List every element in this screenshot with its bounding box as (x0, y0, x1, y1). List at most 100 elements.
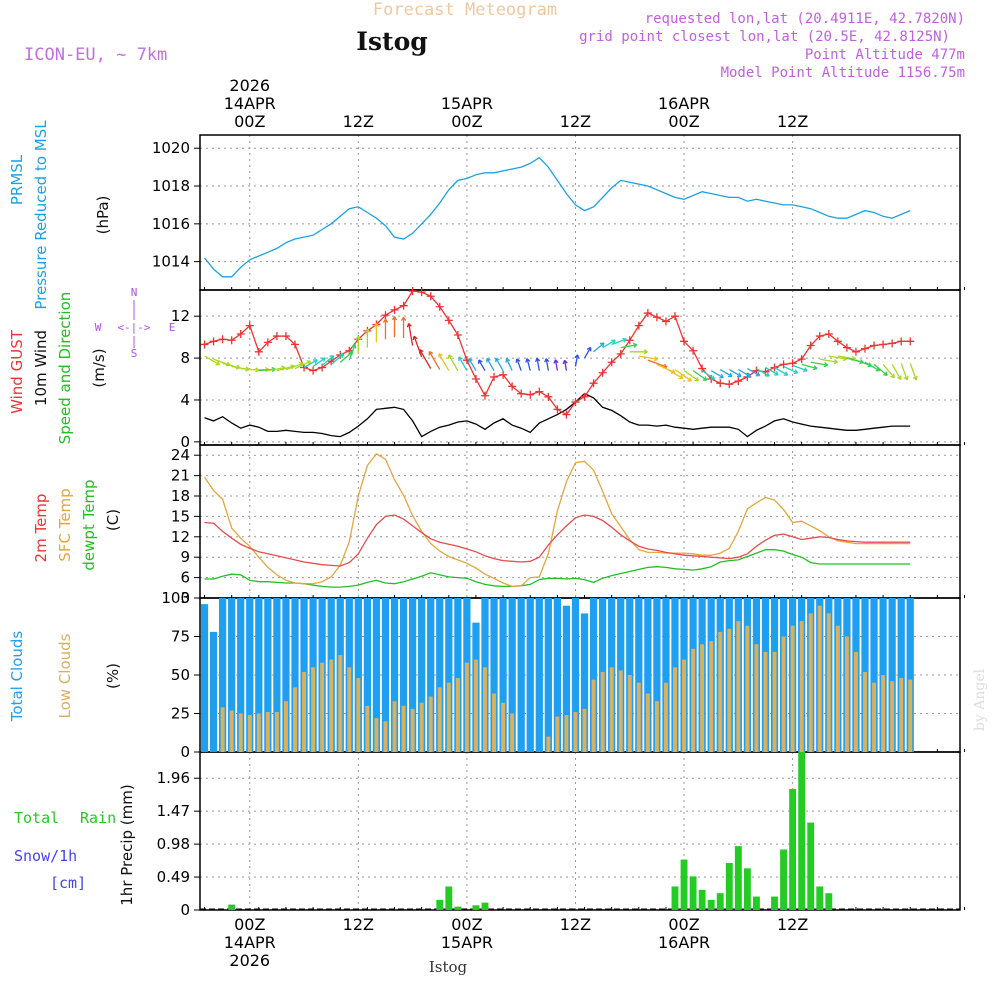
total-cloud-bar (237, 598, 245, 752)
grid-point-coords: grid point closest lon,lat (20.5E, 42.81… (579, 29, 950, 45)
rain-bar (445, 886, 453, 910)
rain-bar (816, 886, 824, 910)
wind-arrow (303, 359, 318, 369)
total-cloud-bar (228, 598, 236, 752)
gust-marker (381, 311, 390, 320)
dewpt-label: dewpt Temp (80, 479, 98, 570)
low-cloud-bar (256, 713, 261, 752)
temperature-ytick-label: 12 (171, 528, 190, 546)
low-cloud-bar (645, 693, 650, 752)
sfc-temp-line (203, 452, 911, 588)
top-time-label: 15APR (441, 94, 493, 113)
rain-bar (707, 899, 715, 910)
top-time-label: 00Z (668, 112, 699, 131)
rain-bar (671, 886, 679, 910)
gust-marker (725, 380, 734, 389)
gust-marker (236, 329, 245, 338)
low-cloud-bar (654, 701, 659, 752)
bottom-time-label: 14APR (224, 933, 276, 952)
wind-arrow (728, 369, 742, 378)
wind-arrow (873, 363, 888, 377)
clouds-ytick-label: 50 (171, 666, 190, 684)
total-cloud-bar (526, 598, 534, 752)
wind-ytick-label: 0 (180, 433, 190, 451)
low-cloud-bar (817, 605, 822, 752)
gust-marker (444, 316, 453, 325)
wind-arrow (553, 359, 559, 371)
gust-marker (861, 344, 869, 353)
total-cloud-bar (888, 598, 896, 752)
t2m-label: 2m Temp (32, 494, 50, 563)
wind-arrow (683, 370, 700, 382)
wind-arrow (783, 365, 799, 375)
low-cloud-bar (618, 670, 623, 752)
low-cloud-bar (492, 693, 497, 752)
wind-ytick-label: 8 (180, 349, 190, 367)
temperature-ytick-label: 24 (171, 446, 190, 464)
gust-marker (571, 398, 580, 407)
low-cloud-bar (274, 711, 279, 752)
wind-arrow (486, 357, 495, 371)
low-cloud-bar (247, 715, 252, 752)
total-cloud-bar (635, 598, 643, 752)
pressure-label-2: Pressure Reduced to MSL (32, 120, 50, 310)
gust-marker (426, 292, 435, 301)
gust-marker (508, 382, 517, 391)
total-cloud-bar (662, 598, 670, 752)
low-cloud-bar (238, 713, 243, 752)
precip-ytick-label: 1.96 (157, 769, 190, 787)
gust-marker (870, 341, 879, 350)
low-cloud-bar (627, 675, 632, 752)
wind-panel: 0 4 8 12 (171, 289, 966, 451)
gust-marker (824, 329, 833, 338)
low-cloud-bar (229, 710, 234, 752)
pressure-frame (199, 134, 961, 291)
pressure-ytick-label: 1020 (152, 139, 190, 157)
low-cloud-bar (763, 651, 768, 752)
top-time-label: 2026 (229, 76, 270, 95)
low-cloud-bar (383, 721, 388, 752)
low-cloud-bar (908, 679, 913, 752)
low-cloud-bar (673, 667, 677, 752)
wind-arrow (665, 367, 684, 380)
low-cloud-bar (872, 682, 877, 752)
total-cloud-bar (544, 598, 552, 752)
low-cloud-bar (365, 705, 370, 752)
rain-bar (743, 868, 751, 910)
low-cloud-bar (863, 671, 867, 752)
low-cloud-bar (428, 696, 433, 752)
top-time-label: 00Z (451, 112, 482, 131)
gust-marker (661, 317, 670, 326)
wind-arrow (364, 328, 370, 348)
wind-arrow (321, 355, 335, 366)
low-cloud-bar (881, 675, 886, 752)
low-cloud-bar (736, 621, 741, 752)
total-cloud-bar (562, 605, 571, 752)
low-cloud-bar (899, 678, 904, 752)
gust-marker (453, 331, 462, 340)
gust-marker (263, 338, 272, 347)
wind-arrow (428, 350, 441, 370)
temperature-ytick-label: 15 (171, 507, 190, 525)
precip-unit: 1hr Precip (mm) (118, 784, 136, 905)
total-cloud-bar (553, 598, 561, 752)
temperature-frame (199, 444, 961, 599)
low-cloud-bar (609, 667, 614, 752)
gust-marker (499, 370, 508, 379)
precip-ytick-label: 0 (180, 901, 190, 919)
plots: 1014101610181020048123691215182124025507… (152, 76, 966, 970)
temperature-ytick-label: 21 (171, 467, 190, 485)
gust-marker (888, 339, 897, 348)
wind-arrow (478, 359, 486, 371)
wind-arrow (458, 356, 468, 371)
wind-arrow (448, 354, 459, 371)
wind-arrow (747, 367, 761, 377)
total-cloud-bar (418, 598, 426, 752)
total-cloud-bar (580, 613, 589, 752)
gust-marker (553, 405, 562, 414)
wind-compass: N S W E <-|-> (95, 286, 176, 360)
t2m-line (204, 514, 911, 567)
top-time-label: 12Z (777, 112, 808, 131)
